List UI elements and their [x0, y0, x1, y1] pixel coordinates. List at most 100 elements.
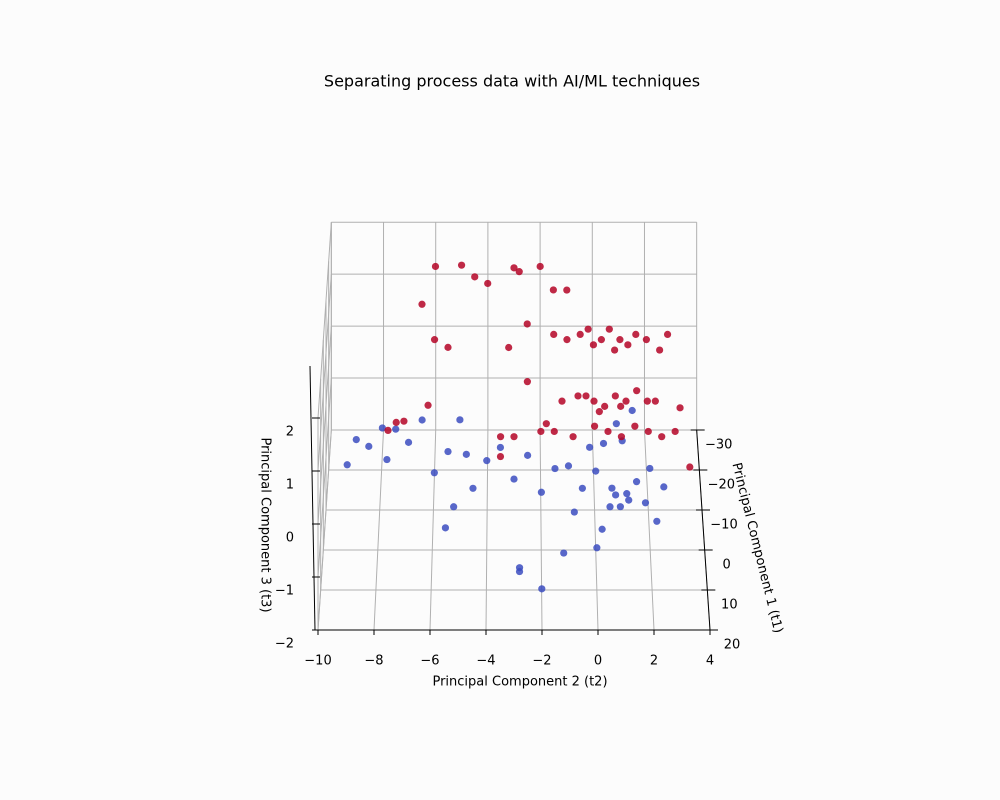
point	[616, 336, 624, 344]
point	[444, 343, 452, 351]
y-tick-label: −30	[705, 438, 732, 453]
grid-line	[317, 222, 332, 419]
point	[441, 524, 450, 532]
point	[641, 499, 650, 507]
point	[558, 397, 566, 405]
point	[418, 300, 426, 308]
point	[623, 490, 631, 498]
y-tick-label: −10	[710, 518, 737, 533]
point	[590, 422, 599, 430]
point	[563, 336, 571, 344]
point	[424, 401, 432, 409]
point	[663, 330, 672, 339]
point	[457, 261, 466, 269]
point	[631, 422, 639, 430]
point	[651, 397, 659, 405]
point	[469, 484, 477, 492]
point	[343, 461, 351, 469]
x-axis-title: Principal Component 2 (t2)	[432, 675, 607, 690]
point	[617, 433, 626, 441]
point	[576, 330, 584, 339]
point	[611, 392, 619, 400]
point	[671, 427, 679, 436]
point	[586, 443, 594, 451]
point	[456, 416, 464, 424]
point	[599, 439, 608, 448]
z-tick-label: −2	[275, 637, 294, 652]
point	[593, 544, 601, 552]
point	[352, 435, 360, 444]
point	[656, 346, 664, 354]
point	[658, 433, 666, 441]
point	[611, 346, 619, 354]
point	[523, 320, 531, 328]
point	[418, 416, 426, 424]
y-tick-label: −20	[708, 478, 735, 493]
point	[496, 452, 505, 461]
point	[642, 336, 650, 344]
x-tick-label: −10	[304, 654, 331, 669]
point	[538, 585, 546, 593]
grid-line	[643, 429, 655, 631]
point	[616, 503, 624, 511]
point	[584, 325, 592, 333]
point	[431, 262, 440, 271]
x-tick-label: −2	[532, 654, 551, 669]
point	[569, 433, 577, 441]
z-tick-label: −1	[275, 584, 294, 599]
point	[563, 286, 571, 294]
x-tick-label: 0	[594, 654, 602, 669]
point	[633, 387, 641, 395]
grid-line	[317, 378, 332, 578]
point	[612, 420, 620, 428]
grid-line	[591, 429, 599, 631]
point	[625, 496, 633, 504]
point	[384, 426, 392, 434]
point	[542, 420, 550, 428]
point	[560, 549, 568, 557]
point	[601, 402, 609, 410]
point	[643, 397, 651, 405]
point	[430, 469, 438, 477]
y-tick-label: 10	[721, 598, 738, 613]
grid-line	[317, 274, 332, 472]
x-tick-label: 4	[706, 654, 714, 669]
point	[605, 325, 613, 333]
y-axis	[696, 429, 711, 631]
pane	[318, 430, 710, 630]
x-tick-label: −4	[476, 654, 495, 669]
point	[515, 268, 523, 276]
point	[496, 433, 505, 441]
point	[582, 392, 590, 400]
point	[510, 264, 518, 272]
point	[549, 286, 557, 294]
point	[404, 438, 413, 446]
point	[598, 525, 606, 533]
point	[537, 488, 545, 496]
point	[496, 443, 505, 452]
point	[570, 508, 578, 516]
x-tick-label: −6	[420, 654, 439, 669]
point	[606, 503, 614, 511]
chart-title: Separating process data with AI/ML techn…	[324, 72, 700, 91]
point	[608, 484, 616, 492]
z-tick-label: 2	[286, 425, 294, 440]
point	[660, 483, 668, 491]
point	[578, 484, 586, 492]
x-tick-label: 2	[650, 654, 658, 669]
z-tick-label: 0	[286, 531, 294, 546]
point	[450, 503, 458, 511]
point	[597, 336, 605, 344]
point	[400, 417, 408, 425]
point	[550, 427, 558, 436]
point	[551, 464, 559, 473]
point	[617, 402, 625, 410]
z-axis	[309, 365, 316, 631]
point	[484, 279, 492, 288]
grid-line	[539, 429, 543, 631]
point	[444, 447, 452, 456]
point	[515, 564, 524, 572]
point	[564, 462, 573, 470]
point	[378, 424, 386, 432]
